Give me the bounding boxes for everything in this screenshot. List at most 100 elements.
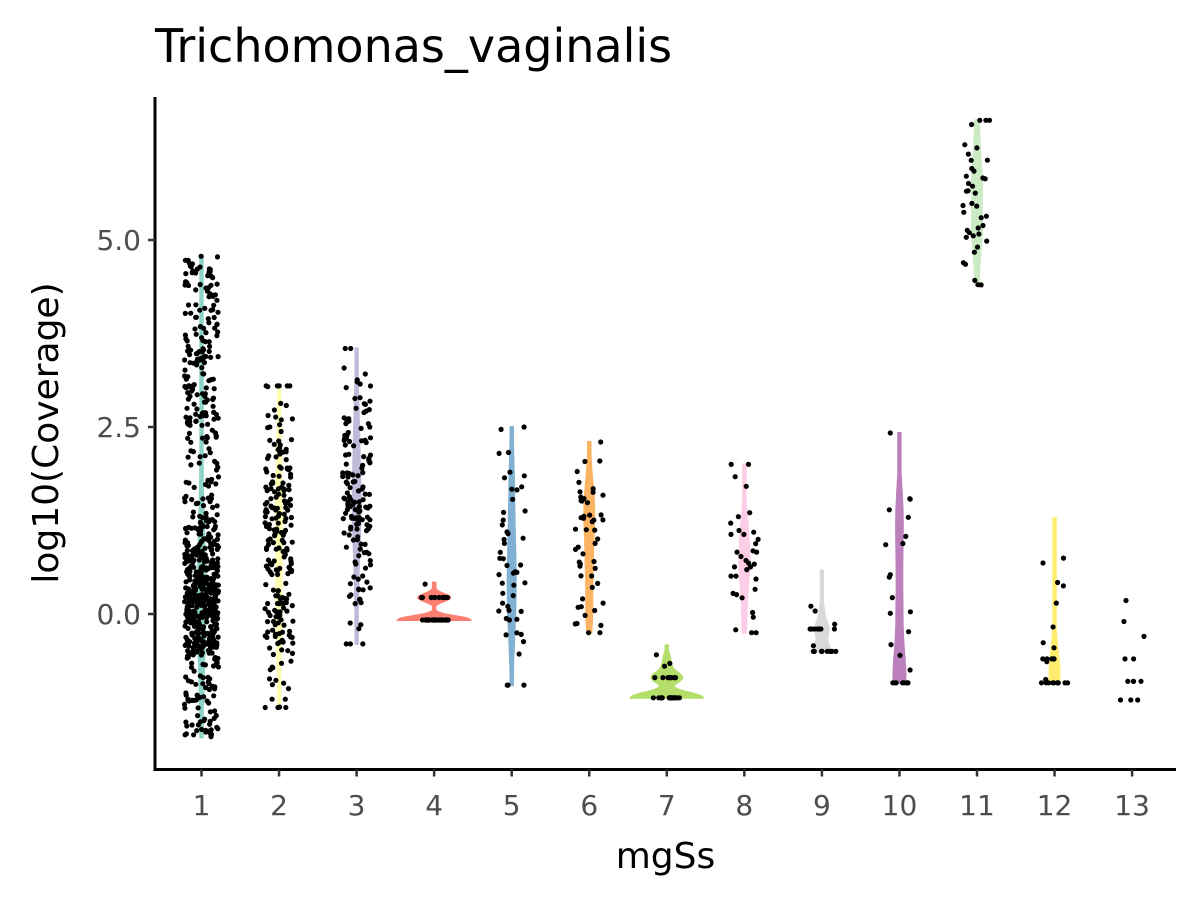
data-point bbox=[365, 421, 371, 427]
data-point bbox=[271, 527, 277, 533]
data-point bbox=[286, 487, 292, 493]
data-point bbox=[1125, 678, 1131, 684]
data-point bbox=[277, 596, 284, 602]
data-point bbox=[194, 604, 200, 610]
data-point bbox=[341, 530, 347, 536]
data-point bbox=[278, 660, 285, 666]
data-point bbox=[732, 474, 738, 480]
data-point bbox=[963, 188, 970, 194]
data-point bbox=[272, 533, 278, 539]
data-point bbox=[974, 244, 981, 250]
data-point bbox=[969, 200, 975, 206]
data-point bbox=[209, 476, 215, 482]
data-point bbox=[341, 415, 347, 421]
data-point bbox=[208, 590, 214, 596]
data-point bbox=[188, 310, 194, 316]
data-point bbox=[204, 558, 210, 564]
data-point bbox=[262, 514, 268, 520]
violin-4 bbox=[395, 581, 472, 621]
data-point bbox=[190, 583, 197, 590]
data-point bbox=[184, 548, 190, 554]
data-point bbox=[361, 409, 367, 416]
data-point bbox=[278, 428, 284, 435]
data-point bbox=[598, 439, 604, 445]
data-point bbox=[340, 516, 346, 522]
data-point bbox=[199, 435, 206, 441]
data-point bbox=[521, 473, 527, 479]
data-point bbox=[214, 724, 220, 730]
data-point bbox=[351, 574, 357, 580]
data-point bbox=[187, 573, 193, 579]
data-point bbox=[281, 498, 288, 504]
data-point bbox=[1040, 560, 1046, 566]
data-point bbox=[887, 610, 893, 616]
data-point bbox=[196, 460, 202, 466]
data-point bbox=[214, 568, 220, 574]
data-point bbox=[504, 562, 510, 569]
data-point bbox=[185, 678, 191, 684]
data-point bbox=[572, 621, 578, 627]
data-point bbox=[207, 343, 213, 349]
data-point bbox=[419, 594, 425, 601]
data-point bbox=[202, 339, 208, 345]
data-point bbox=[356, 626, 362, 632]
data-point bbox=[200, 624, 207, 630]
data-point bbox=[356, 499, 362, 505]
data-point bbox=[284, 547, 290, 553]
data-point bbox=[432, 594, 438, 601]
data-point bbox=[202, 453, 208, 459]
data-point bbox=[263, 507, 269, 513]
data-point bbox=[344, 490, 350, 496]
data-point bbox=[343, 510, 349, 516]
data-point bbox=[189, 261, 195, 267]
data-point bbox=[193, 619, 199, 625]
data-point bbox=[1055, 579, 1061, 586]
data-point bbox=[194, 630, 200, 636]
data-point bbox=[271, 489, 278, 495]
x-tick-label: 11 bbox=[959, 789, 995, 822]
data-point bbox=[1122, 656, 1128, 662]
data-point bbox=[284, 596, 290, 602]
data-point bbox=[892, 680, 898, 686]
data-point bbox=[348, 513, 355, 519]
data-point bbox=[196, 557, 202, 563]
data-point bbox=[1138, 678, 1144, 684]
data-point bbox=[214, 254, 221, 260]
data-point bbox=[206, 339, 212, 345]
data-point bbox=[750, 609, 756, 616]
x-tick-label: 9 bbox=[813, 789, 831, 822]
data-point bbox=[962, 142, 968, 148]
data-point bbox=[580, 596, 586, 602]
data-point bbox=[263, 466, 269, 472]
data-point bbox=[211, 386, 217, 392]
data-point bbox=[214, 536, 220, 543]
data-point bbox=[282, 696, 288, 702]
data-point bbox=[194, 728, 200, 734]
data-point bbox=[753, 630, 759, 636]
data-point bbox=[287, 628, 293, 634]
data-point bbox=[269, 504, 275, 511]
data-point bbox=[358, 541, 364, 547]
data-point bbox=[269, 696, 275, 702]
data-point bbox=[193, 314, 199, 320]
data-point bbox=[667, 660, 673, 667]
data-point bbox=[275, 447, 281, 453]
data-point bbox=[350, 479, 356, 485]
data-point bbox=[581, 496, 587, 502]
data-point bbox=[278, 400, 284, 406]
data-point bbox=[197, 281, 203, 288]
data-point bbox=[442, 594, 449, 601]
data-point bbox=[676, 695, 683, 701]
data-point bbox=[728, 573, 734, 579]
data-point bbox=[342, 442, 348, 448]
data-point bbox=[340, 470, 346, 476]
data-point bbox=[497, 549, 503, 555]
data-point bbox=[738, 553, 744, 560]
data-point bbox=[281, 488, 287, 494]
data-point bbox=[367, 435, 374, 441]
data-point bbox=[202, 391, 208, 397]
data-point bbox=[752, 586, 758, 592]
data-point bbox=[501, 509, 507, 515]
data-point bbox=[287, 496, 293, 502]
data-point bbox=[367, 503, 373, 509]
